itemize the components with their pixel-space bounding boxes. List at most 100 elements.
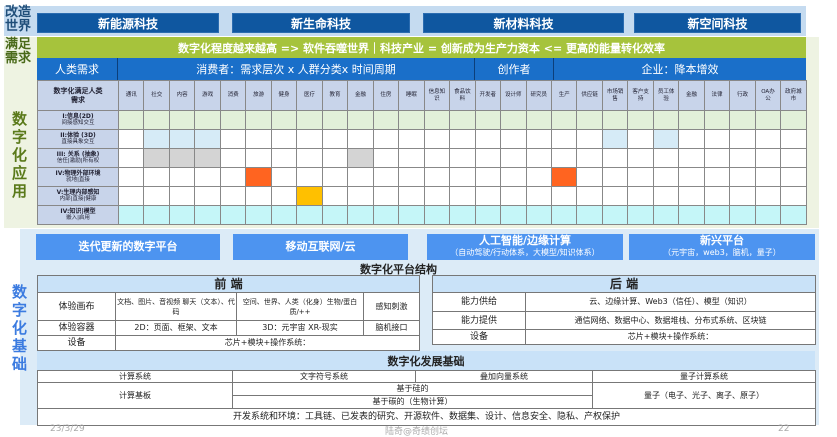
column-header: 政府城市: [780, 80, 807, 111]
grid-cell: [372, 167, 400, 187]
grid-cell: [117, 110, 145, 130]
grid-cell: [627, 129, 654, 149]
grid-cell: [321, 205, 349, 225]
grid-corner: 数字化满足人类需求: [37, 80, 119, 111]
grid-cell: [245, 129, 272, 149]
footer-date: 23/3/29: [50, 424, 85, 434]
container-bci: 脑机接口: [363, 320, 420, 336]
grid-cell: [321, 167, 349, 187]
grid-cell: [601, 129, 629, 149]
grid-cell: [601, 167, 629, 187]
grid-cell: [550, 167, 578, 187]
grid-cell: [296, 186, 323, 206]
dev-title: 数字化发展基础: [37, 351, 815, 370]
column-header: 客户支持: [627, 80, 654, 111]
carbon-based: 基于碳的（生物计算）: [232, 395, 593, 409]
grid-cell: [703, 110, 731, 130]
grid-cell: [168, 186, 196, 206]
quantum-system: 量子计算系统: [592, 370, 816, 383]
grid-cell: [194, 167, 221, 187]
row-sub: 嵌入|启用: [66, 215, 90, 221]
column-header: 生产: [550, 80, 578, 111]
grid-cell: [449, 129, 476, 149]
grid-cell: [780, 129, 807, 149]
column-header: 市场销售: [601, 80, 629, 111]
grid-cell: [500, 110, 527, 130]
device-label: 设备: [37, 335, 116, 351]
grid-cell: [500, 129, 527, 149]
row-sub: 内部|直接|健康: [59, 196, 97, 202]
grid-cell: [321, 186, 349, 206]
grid-cell: [754, 205, 782, 225]
row-label: III: 关系 (抽象) 信任|激励|所有权: [37, 148, 119, 168]
grid-cell: [194, 110, 221, 130]
app-label: 数字化应用: [12, 110, 28, 200]
row-title: III: 关系 (抽象): [56, 151, 100, 158]
column-header: 员工体验: [652, 80, 680, 111]
device-label: 设备: [432, 329, 526, 345]
grid-cell: [449, 148, 476, 168]
grid-cell: [168, 110, 196, 130]
row-title: V:生理内部感知: [56, 189, 100, 196]
grid-cell: [321, 110, 349, 130]
grid-cell: [423, 148, 451, 168]
grid-cell: [423, 129, 451, 149]
platform-mobile-cloud: 移动互联网/云: [233, 234, 408, 260]
row-label: V:生理内部感知 内部|直接|健康: [37, 186, 119, 206]
column-header: 法律: [703, 80, 731, 111]
grid-cell: [525, 186, 552, 206]
group-creator: 创作者: [475, 58, 554, 80]
group-human-needs: 人类需求: [37, 58, 118, 80]
grid-cell: [474, 129, 502, 149]
grid-row: I:信息(2D) 间接感知交互: [37, 110, 807, 130]
grid-cell: [780, 110, 807, 130]
supply-value: 云、边缘计算、Web3（信任）、模型（知识）: [525, 292, 816, 312]
quantum-substrate: 量子（电子、光子、离子、原子）: [592, 382, 816, 409]
platform-iterative: 迭代更新的数字平台: [36, 234, 220, 260]
grid-row: V:生理内部感知 内部|直接|健康: [37, 186, 807, 206]
row-sub: 间接感知交互: [61, 120, 95, 126]
row-label: II:体验 (3D) 直接具象交互: [37, 129, 119, 149]
grid-cell: [576, 205, 603, 225]
top-label: 改造世界: [5, 5, 32, 34]
platform-sub: （元宇宙，web3，脑机，量子）: [663, 248, 781, 257]
grid-cell: [117, 129, 145, 149]
grid-cell: [601, 148, 629, 168]
front-table: 前 端 体验画布 文档、图片、音视频 聊天（文本）、代码 空间、世界、人类（化身）生…: [37, 275, 420, 351]
column-header: 信息知识: [423, 80, 451, 111]
device-value: 芯片+模块+操作系统：: [525, 329, 816, 345]
column-header: 睡眠: [398, 80, 425, 111]
grid-cell: [754, 148, 782, 168]
grid-cell: [270, 148, 298, 168]
row-label: IV:知识|模型 嵌入|启用: [37, 205, 119, 225]
compute-board: 计算基板: [37, 382, 233, 409]
grid-cell: [219, 186, 247, 206]
grid-cell: [780, 167, 807, 187]
grid-cell: [729, 129, 756, 149]
grid-cell: [372, 205, 400, 225]
column-header: 金融: [678, 80, 705, 111]
grid-cell: [143, 167, 170, 187]
grid-cell: [423, 186, 451, 206]
canvas-2d: 文档、图片、音视频 聊天（文本）、代码: [115, 292, 237, 321]
grid-cell: [372, 186, 400, 206]
grid-cell: [372, 129, 400, 149]
grid-cell: [678, 148, 705, 168]
grid-cell: [194, 186, 221, 206]
grid-cell: [245, 167, 272, 187]
grid-cell: [474, 110, 502, 130]
grid-cell: [652, 205, 680, 225]
grid-cell: [143, 205, 170, 225]
grid-cell: [729, 148, 756, 168]
grid-cell: [398, 186, 425, 206]
row-sub: 就地|直接: [66, 177, 90, 183]
grid-cell: [627, 167, 654, 187]
symbol-system: 文字符号系统: [232, 370, 416, 383]
provide-label: 能力提供: [432, 311, 526, 330]
grid-cell: [219, 129, 247, 149]
grid-cell: [754, 167, 782, 187]
grid-cell: [219, 167, 247, 187]
grid-cell: [500, 167, 527, 187]
supply-label: 能力供给: [432, 292, 526, 312]
grid-cell: [627, 148, 654, 168]
